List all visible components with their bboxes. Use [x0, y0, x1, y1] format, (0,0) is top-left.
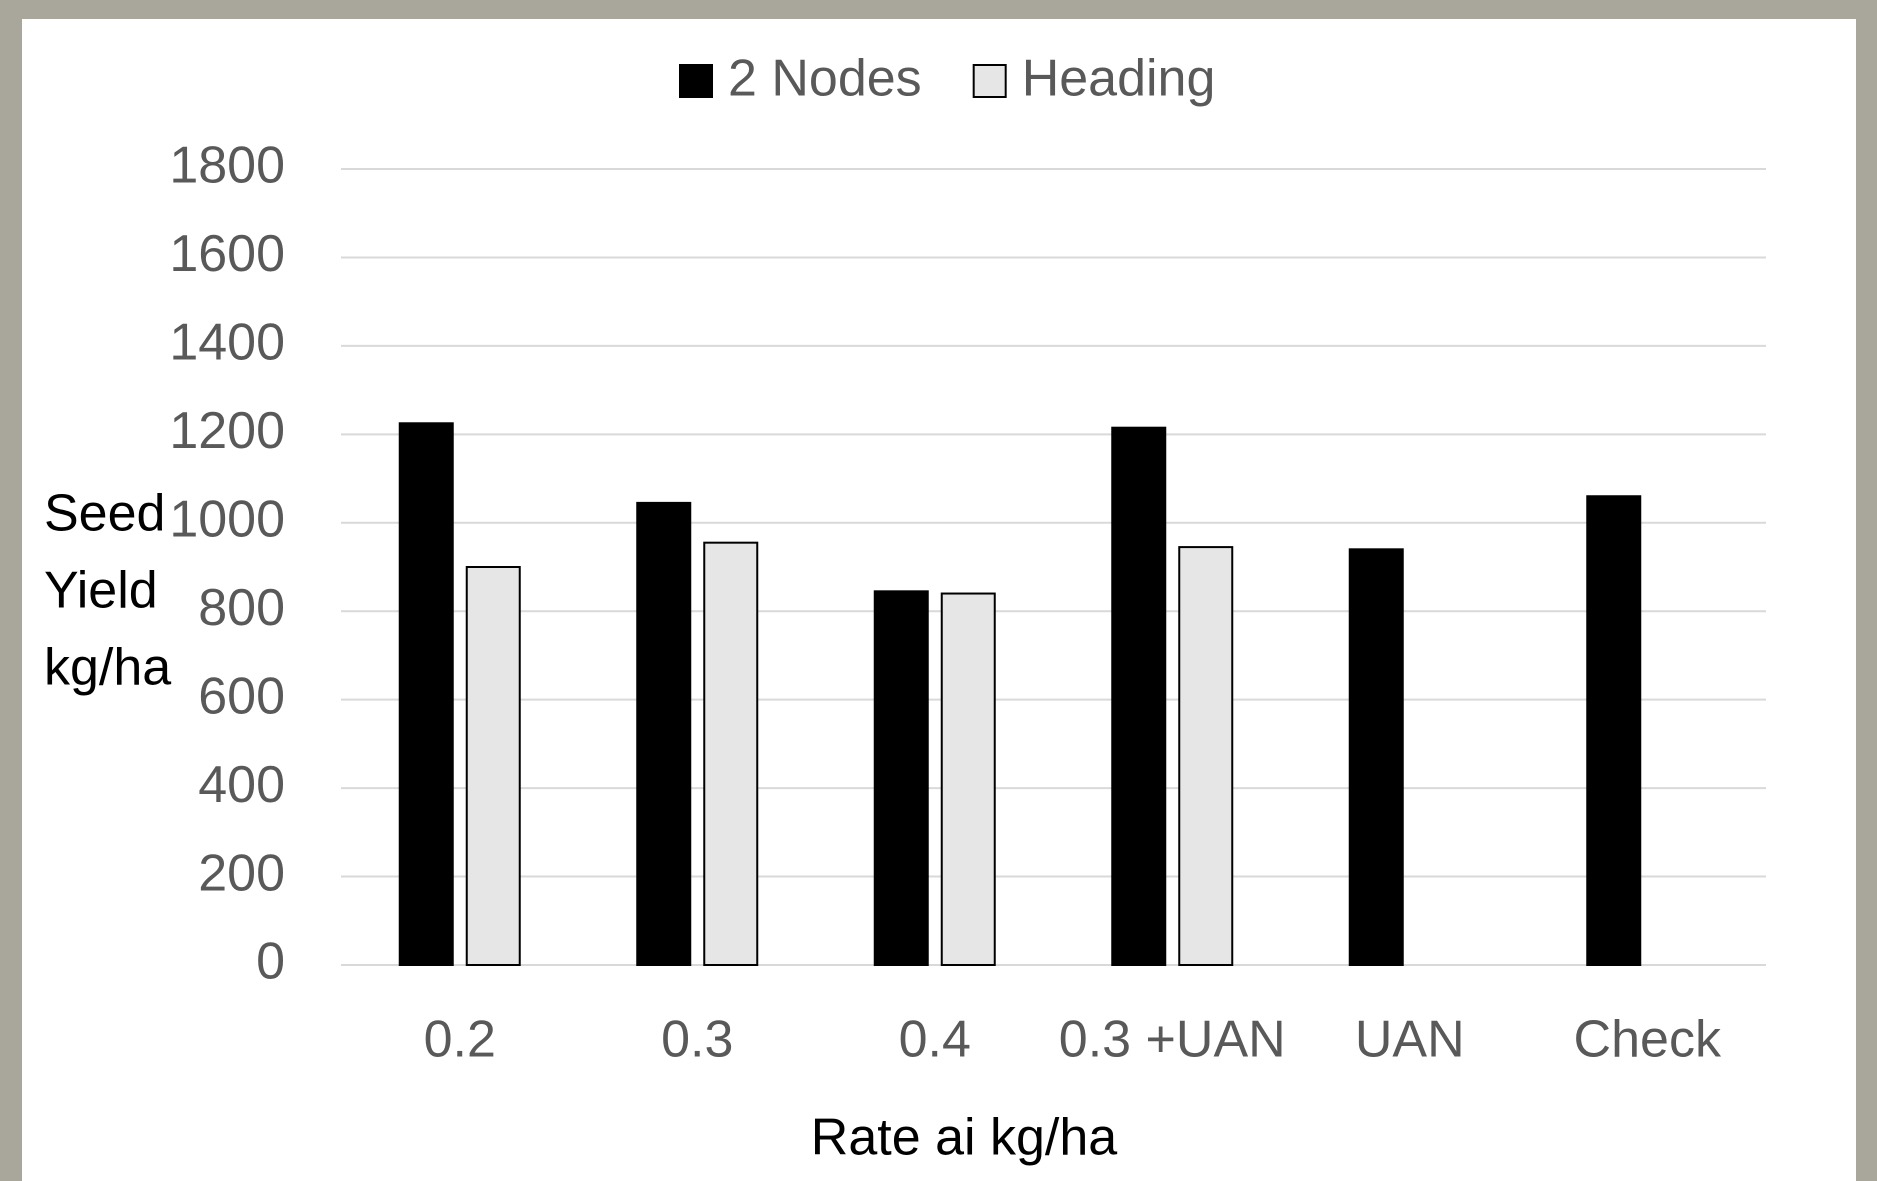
y-tick-label: 600: [198, 667, 285, 725]
bar: [875, 591, 928, 965]
legend-swatch: [680, 65, 712, 97]
legend-label: 2 Nodes: [728, 50, 922, 108]
x-axis-label: Rate ai kg/ha: [811, 1109, 1117, 1167]
legend-label: Heading: [1022, 50, 1216, 108]
y-axis-label: Seed: [44, 485, 165, 543]
x-tick-label: 0.2: [424, 1011, 496, 1069]
bar: [467, 567, 520, 965]
chart-panel: [22, 19, 1856, 1181]
y-axis-label: Yield: [44, 562, 158, 620]
y-tick-label: 800: [198, 579, 285, 637]
y-tick-label: 1400: [169, 314, 285, 372]
y-tick-label: 1600: [169, 225, 285, 283]
legend-swatch: [974, 65, 1006, 97]
y-tick-label: 1000: [169, 491, 285, 549]
bar: [942, 594, 995, 965]
y-axis-label: kg/ha: [44, 639, 171, 697]
page: {"chart_data": { "type": "bar", "categor…: [0, 0, 1877, 1181]
y-tick-label: 1800: [169, 137, 285, 195]
y-tick-label: 200: [198, 844, 285, 902]
x-tick-label: 0.3 +UAN: [1059, 1011, 1286, 1069]
bar: [704, 543, 757, 965]
bar: [637, 503, 690, 965]
chart: Rate ai kg/ha 0 200 400 600 800 1000 1200 1400 1…: [0, 0, 1877, 1181]
x-tick-label: Check: [1574, 1011, 1722, 1069]
bar: [1350, 549, 1403, 965]
bar: [1179, 547, 1232, 965]
bar: [1587, 496, 1640, 965]
y-tick-label: 1200: [169, 402, 285, 460]
x-tick-label: UAN: [1355, 1011, 1465, 1069]
x-tick-label: 0.3: [661, 1011, 733, 1069]
bar: [400, 423, 453, 965]
y-tick-label: 400: [198, 756, 285, 814]
bar: [1112, 428, 1165, 965]
y-tick-label: 0: [256, 933, 285, 991]
x-tick-label: 0.4: [899, 1011, 971, 1069]
